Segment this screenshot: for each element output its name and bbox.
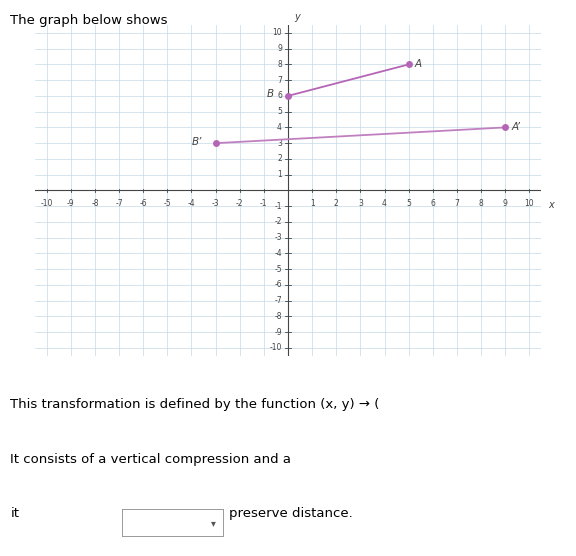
Text: 7: 7 bbox=[277, 76, 282, 85]
Text: -9: -9 bbox=[67, 199, 74, 208]
Text: The graph below shows: The graph below shows bbox=[10, 14, 172, 27]
Text: -1: -1 bbox=[260, 199, 268, 208]
Text: -6: -6 bbox=[139, 199, 147, 208]
Text: 1: 1 bbox=[310, 199, 314, 208]
Text: 5: 5 bbox=[277, 107, 282, 116]
Text: 5: 5 bbox=[406, 199, 411, 208]
Text: -1: -1 bbox=[275, 202, 282, 211]
Text: 4: 4 bbox=[277, 123, 282, 132]
Text: -8: -8 bbox=[275, 312, 282, 321]
Text: B: B bbox=[266, 90, 274, 100]
Text: -6: -6 bbox=[274, 280, 282, 290]
Text: -4: -4 bbox=[188, 199, 195, 208]
Text: -4: -4 bbox=[274, 249, 282, 258]
Text: -7: -7 bbox=[115, 199, 123, 208]
Text: ▾: ▾ bbox=[211, 518, 215, 528]
Text: -5: -5 bbox=[164, 199, 171, 208]
Text: 6: 6 bbox=[277, 91, 282, 101]
Text: 4: 4 bbox=[382, 199, 387, 208]
Text: x: x bbox=[549, 200, 555, 210]
Text: -10: -10 bbox=[270, 344, 282, 353]
Text: -2: -2 bbox=[236, 199, 244, 208]
Text: 2: 2 bbox=[277, 155, 282, 163]
Text: 8: 8 bbox=[277, 60, 282, 69]
Text: 9: 9 bbox=[277, 44, 282, 53]
Text: -9: -9 bbox=[274, 327, 282, 337]
Text: A’: A’ bbox=[511, 122, 520, 132]
Text: -8: -8 bbox=[91, 199, 98, 208]
Text: y: y bbox=[294, 12, 300, 22]
Text: 9: 9 bbox=[503, 199, 507, 208]
Text: 3: 3 bbox=[358, 199, 363, 208]
Text: -10: -10 bbox=[40, 199, 53, 208]
Text: preserve distance.: preserve distance. bbox=[229, 507, 353, 520]
Text: B’: B’ bbox=[191, 137, 202, 147]
Text: 1: 1 bbox=[277, 170, 282, 179]
Text: 3: 3 bbox=[277, 138, 282, 148]
Text: This transformation is defined by the function (x, y) → (: This transformation is defined by the fu… bbox=[10, 398, 380, 410]
Text: it: it bbox=[10, 507, 20, 520]
Text: -7: -7 bbox=[274, 296, 282, 305]
Text: 10: 10 bbox=[272, 28, 282, 37]
Text: A: A bbox=[415, 59, 422, 70]
Text: 7: 7 bbox=[454, 199, 460, 208]
Text: -3: -3 bbox=[274, 233, 282, 242]
Text: 6: 6 bbox=[430, 199, 435, 208]
Text: 8: 8 bbox=[479, 199, 483, 208]
Text: -5: -5 bbox=[274, 265, 282, 274]
Text: 10: 10 bbox=[525, 199, 534, 208]
Text: 2: 2 bbox=[334, 199, 339, 208]
Text: -3: -3 bbox=[212, 199, 219, 208]
Text: -2: -2 bbox=[275, 217, 282, 226]
Text: It consists of a vertical compression and a: It consists of a vertical compression an… bbox=[10, 453, 291, 466]
